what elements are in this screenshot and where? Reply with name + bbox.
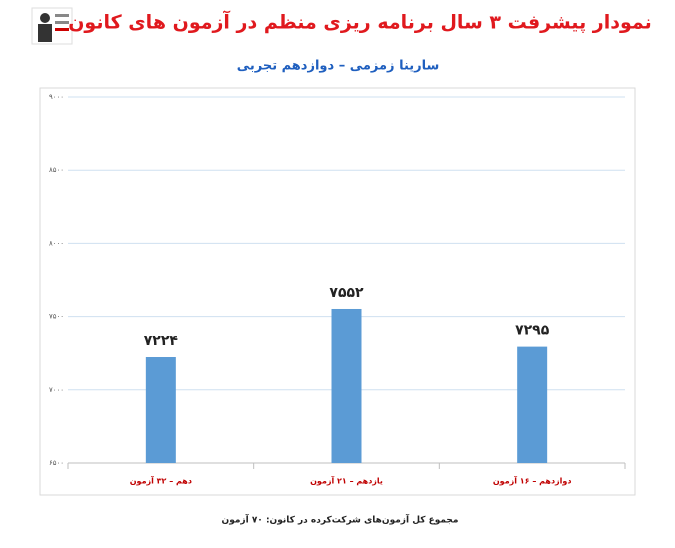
- y-tick-label: ۹۰۰۰: [49, 93, 64, 101]
- bar: [517, 346, 548, 463]
- chart-subtitle: سارینا زمزمی – دوازدهم تجربی: [237, 59, 440, 74]
- logo: [31, 7, 73, 45]
- footnote: مجموع کل آزمون‌های شرکت‌کرده در کانون: ۷…: [222, 514, 459, 526]
- value-label: ۷۵۵۲: [329, 285, 364, 301]
- chart-title: نمودار پیشرفت ۳ سال برنامه ریزی منظم در …: [68, 10, 652, 34]
- x-tick-label: دهم – ۳۲ آزمون: [130, 476, 192, 486]
- x-tick-label: یازدهم – ۲۱ آزمون: [310, 476, 383, 486]
- y-tick-label: ۶۵۰۰: [49, 459, 64, 467]
- plot-frame: [39, 87, 636, 496]
- bar: [331, 308, 362, 463]
- x-tick-label: دوازدهم – ۱۶ آزمون: [493, 476, 572, 486]
- value-label: ۷۲۲۴: [144, 333, 179, 349]
- y-tick-label: ۷۵۰۰: [49, 313, 64, 321]
- y-tick-label: ۷۰۰۰: [49, 386, 64, 394]
- bar: [145, 357, 176, 463]
- y-tick-label: ۸۵۰۰: [49, 166, 64, 174]
- value-label: ۷۲۹۵: [515, 323, 550, 339]
- y-tick-label: ۸۰۰۰: [49, 239, 64, 247]
